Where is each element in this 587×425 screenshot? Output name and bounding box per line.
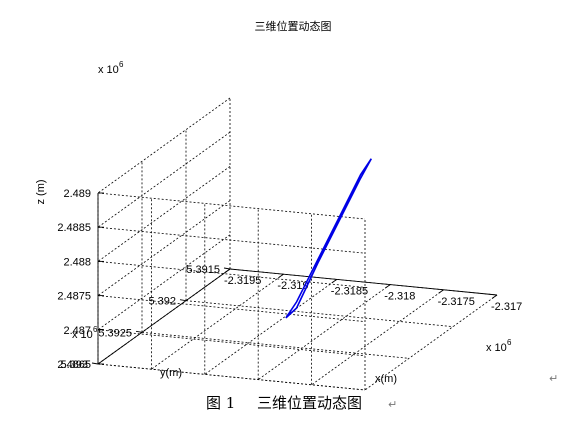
y-tick-label: 5.392 bbox=[148, 296, 176, 308]
y-tick-label: 5.3915 bbox=[186, 264, 220, 276]
grid-line bbox=[97, 234, 231, 331]
z-tick-label: 2.4865 bbox=[57, 359, 91, 371]
series-line-0 bbox=[285, 158, 373, 319]
x-tick-label: -2.318 bbox=[384, 291, 415, 303]
grid-line bbox=[257, 284, 391, 380]
y-tick-mark bbox=[223, 267, 231, 270]
x-tick-mark bbox=[491, 294, 498, 299]
grid-line bbox=[97, 200, 231, 296]
y-axis-line bbox=[97, 268, 231, 365]
grid-line bbox=[97, 192, 366, 220]
x-axis-label: x(m) bbox=[375, 373, 397, 385]
grid-line bbox=[97, 261, 366, 288]
z-tick-label: 2.487 bbox=[63, 325, 91, 337]
y-exponent: 6 bbox=[93, 325, 98, 334]
x-tick-label: -2.3175 bbox=[438, 296, 475, 308]
x-tick-mark bbox=[278, 273, 284, 279]
grid-line bbox=[141, 331, 410, 359]
grid-line bbox=[97, 97, 231, 194]
z-axis-label: z (m) bbox=[35, 179, 47, 204]
z-tick-label: 2.4885 bbox=[57, 222, 91, 234]
y-tick-label: 5.393 bbox=[60, 359, 88, 371]
ticks: -2.3195 -2.319 -2.3185 -2.318 -2.3175 -2.317 5… bbox=[57, 188, 522, 371]
grid-line bbox=[97, 166, 231, 262]
x-tick-mark bbox=[438, 289, 444, 294]
z-exponent: 6 bbox=[119, 60, 124, 69]
axes-box bbox=[97, 193, 498, 365]
caption-label: 图 1 bbox=[206, 394, 235, 412]
x-exponent: 6 bbox=[507, 338, 512, 347]
grid-line bbox=[204, 279, 338, 375]
grid bbox=[97, 97, 498, 391]
chart-title: 三维位置动态图 bbox=[255, 19, 332, 33]
grid-line bbox=[185, 300, 454, 328]
x-tick-label: -2.3185 bbox=[331, 285, 368, 297]
x-tick-mark bbox=[331, 279, 338, 284]
x-tick-label: -2.319 bbox=[277, 280, 308, 292]
x-tick-label: -2.3195 bbox=[224, 275, 261, 287]
z-tick-label: 2.4875 bbox=[57, 291, 91, 303]
grid-line bbox=[97, 226, 366, 254]
y-tick-mark bbox=[91, 362, 99, 365]
grid-line bbox=[97, 363, 366, 391]
grid-line bbox=[97, 295, 366, 322]
z-tick-label: 2.488 bbox=[63, 256, 91, 268]
x-tick-mark bbox=[384, 284, 391, 289]
y-tick-label: 5.3925 bbox=[98, 327, 132, 339]
z-tick-label: 2.489 bbox=[63, 188, 91, 200]
x-multiplier: x 10 bbox=[486, 342, 507, 354]
data-series bbox=[285, 158, 373, 319]
grid-line bbox=[364, 294, 498, 391]
y-tick-mark bbox=[135, 330, 143, 333]
grid-line bbox=[151, 273, 284, 370]
x-tick-label: -2.317 bbox=[491, 301, 522, 313]
y-multiplier: x 10 bbox=[72, 329, 93, 341]
caption-text: 三维位置动态图 bbox=[257, 394, 362, 412]
y-tick-mark bbox=[179, 299, 187, 302]
paragraph-mark: ↵ bbox=[549, 373, 558, 385]
x-tick-mark bbox=[224, 268, 231, 273]
y-axis-label: y(m) bbox=[160, 367, 182, 379]
x-axis-line bbox=[229, 268, 498, 296]
caption-mark: ↵ bbox=[388, 399, 397, 411]
grid-line bbox=[97, 329, 366, 357]
z-multiplier: x 10 bbox=[98, 64, 119, 76]
grid-line bbox=[311, 289, 444, 386]
grid-line bbox=[97, 131, 231, 228]
